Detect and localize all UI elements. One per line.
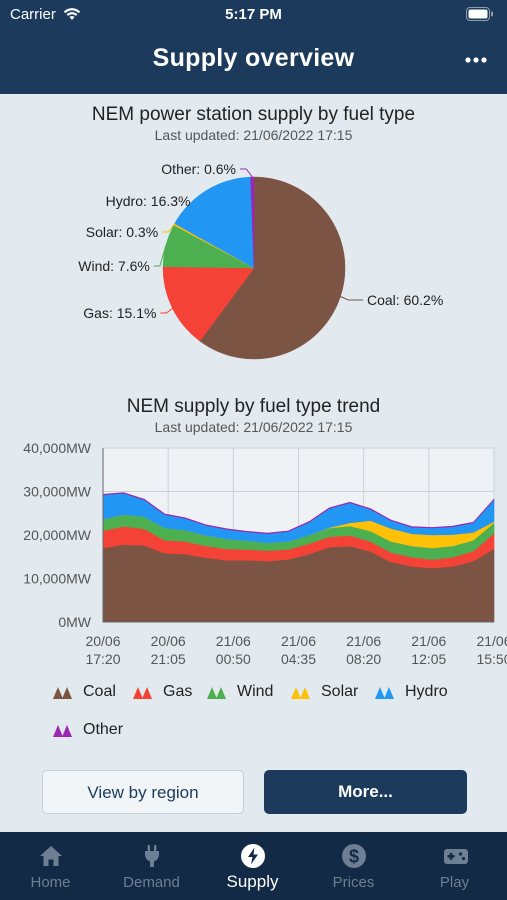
y-tick-label: 10,000MW	[23, 571, 91, 587]
x-tick-label-time: 00:50	[216, 651, 251, 667]
x-tick-label-date: 21/06	[411, 633, 446, 649]
pie-slice-gas	[162, 266, 255, 342]
pie-chart: Coal: 60.2% Gas: 15.1% Wind: 7.6% Solar: 0.…	[78, 161, 443, 360]
tab-play[interactable]: Play	[404, 832, 507, 900]
legend-label: Hydro	[405, 683, 448, 700]
bolt-icon	[240, 844, 265, 868]
tab-prices[interactable]: $ Prices	[303, 832, 404, 900]
plug-icon	[144, 845, 159, 867]
more-button[interactable]: More...	[264, 770, 467, 814]
pie-label-other: Other: 0.6%	[161, 161, 236, 177]
pie-leader-line	[194, 190, 207, 202]
ellipsis-icon[interactable]	[463, 52, 489, 68]
tab-home[interactable]: Home	[0, 832, 101, 900]
legend-swatch-icon	[133, 687, 152, 699]
pie-leader-line	[160, 308, 173, 314]
dollar-icon: $	[341, 844, 366, 868]
tab-bar: Home Demand Supply $ Prices Play	[0, 832, 507, 900]
x-tick-label-date: 20/06	[85, 633, 120, 649]
pie-slice-other	[250, 176, 255, 269]
tab-label: Home	[30, 874, 71, 891]
x-tick-label-time: 17:20	[85, 651, 120, 667]
battery-icon	[466, 7, 494, 25]
trend-chart-title: NEM supply by fuel type trend	[126, 396, 381, 417]
y-tick-label: 30,000MW	[23, 484, 91, 500]
pie-leader-line	[240, 168, 253, 178]
y-tick-label: 20,000MW	[23, 527, 91, 543]
page-title: Supply overview	[152, 44, 355, 72]
clock: 5:17 PM	[225, 6, 282, 23]
pie-chart-title: NEM power station supply by fuel type	[91, 104, 416, 125]
x-tick-label-time: 08:20	[346, 651, 381, 667]
svg-text:$: $	[348, 847, 358, 867]
tab-supply[interactable]: Supply	[202, 832, 303, 900]
legend-label: Wind	[237, 683, 274, 700]
pie-chart-updated: Last updated: 21/06/2022 17:15	[154, 127, 353, 143]
home-icon	[39, 846, 62, 866]
tab-demand[interactable]: Demand	[101, 832, 202, 900]
legend-swatch-icon	[207, 687, 226, 699]
legend-swatch-icon	[53, 725, 72, 737]
tab-label: Supply	[226, 872, 279, 891]
x-tick-label-time: 21:05	[151, 651, 186, 667]
trend-chart: 0MW 10,000MW 20,000MW 30,000MW 40,000MW 20/06…	[23, 440, 507, 667]
status-bar: Carrier 5:17 PM	[0, 5, 507, 25]
pie-label-coal: Coal: 60.2%	[367, 292, 443, 308]
legend-swatch-icon	[291, 687, 310, 699]
pie-slice-hydro	[174, 176, 255, 269]
pie-leader-line	[340, 296, 363, 301]
pie-leader-line	[162, 223, 175, 233]
legend-swatch-icon	[53, 687, 72, 699]
tab-label: Play	[439, 874, 470, 891]
x-tick-label-time: 04:35	[281, 651, 316, 667]
view-by-region-button[interactable]: View by region	[42, 770, 244, 814]
x-tick-label-time: 12:05	[411, 651, 446, 667]
x-tick-label-date: 21/06	[281, 633, 316, 649]
pie-leader-line	[153, 245, 167, 267]
x-tick-label-date: 21/06	[216, 633, 251, 649]
y-tick-label: 0MW	[58, 614, 91, 630]
pie-label-hydro: Hydro: 16.3%	[106, 193, 191, 209]
legend-label: Gas	[163, 683, 193, 700]
x-tick-label-time: 15:50	[476, 651, 507, 667]
pie-label-solar: Solar: 0.3%	[86, 224, 158, 240]
area-series-other	[102, 492, 495, 534]
tab-label: Demand	[123, 874, 180, 891]
legend-label: Other	[83, 721, 124, 738]
gamepad-icon	[443, 849, 468, 864]
wifi-icon	[63, 7, 81, 25]
x-tick-label-date: 20/06	[151, 633, 186, 649]
pie-label-wind: Wind: 7.6%	[78, 258, 150, 274]
tab-label: Prices	[332, 874, 375, 891]
x-tick-label-date: 21/06	[346, 633, 381, 649]
trend-chart-updated: Last updated: 21/06/2022 17:15	[154, 419, 353, 435]
legend-label: Solar	[321, 683, 359, 700]
x-tick-label-date: 21/06	[476, 633, 507, 649]
legend-label: Coal	[83, 683, 116, 700]
legend-swatch-icon	[375, 687, 394, 699]
app-header: Carrier 5:17 PM Supply overview	[0, 0, 507, 94]
carrier-label: Carrier	[10, 6, 56, 23]
pie-label-gas: Gas: 15.1%	[83, 305, 156, 321]
y-tick-label: 40,000MW	[23, 440, 91, 456]
